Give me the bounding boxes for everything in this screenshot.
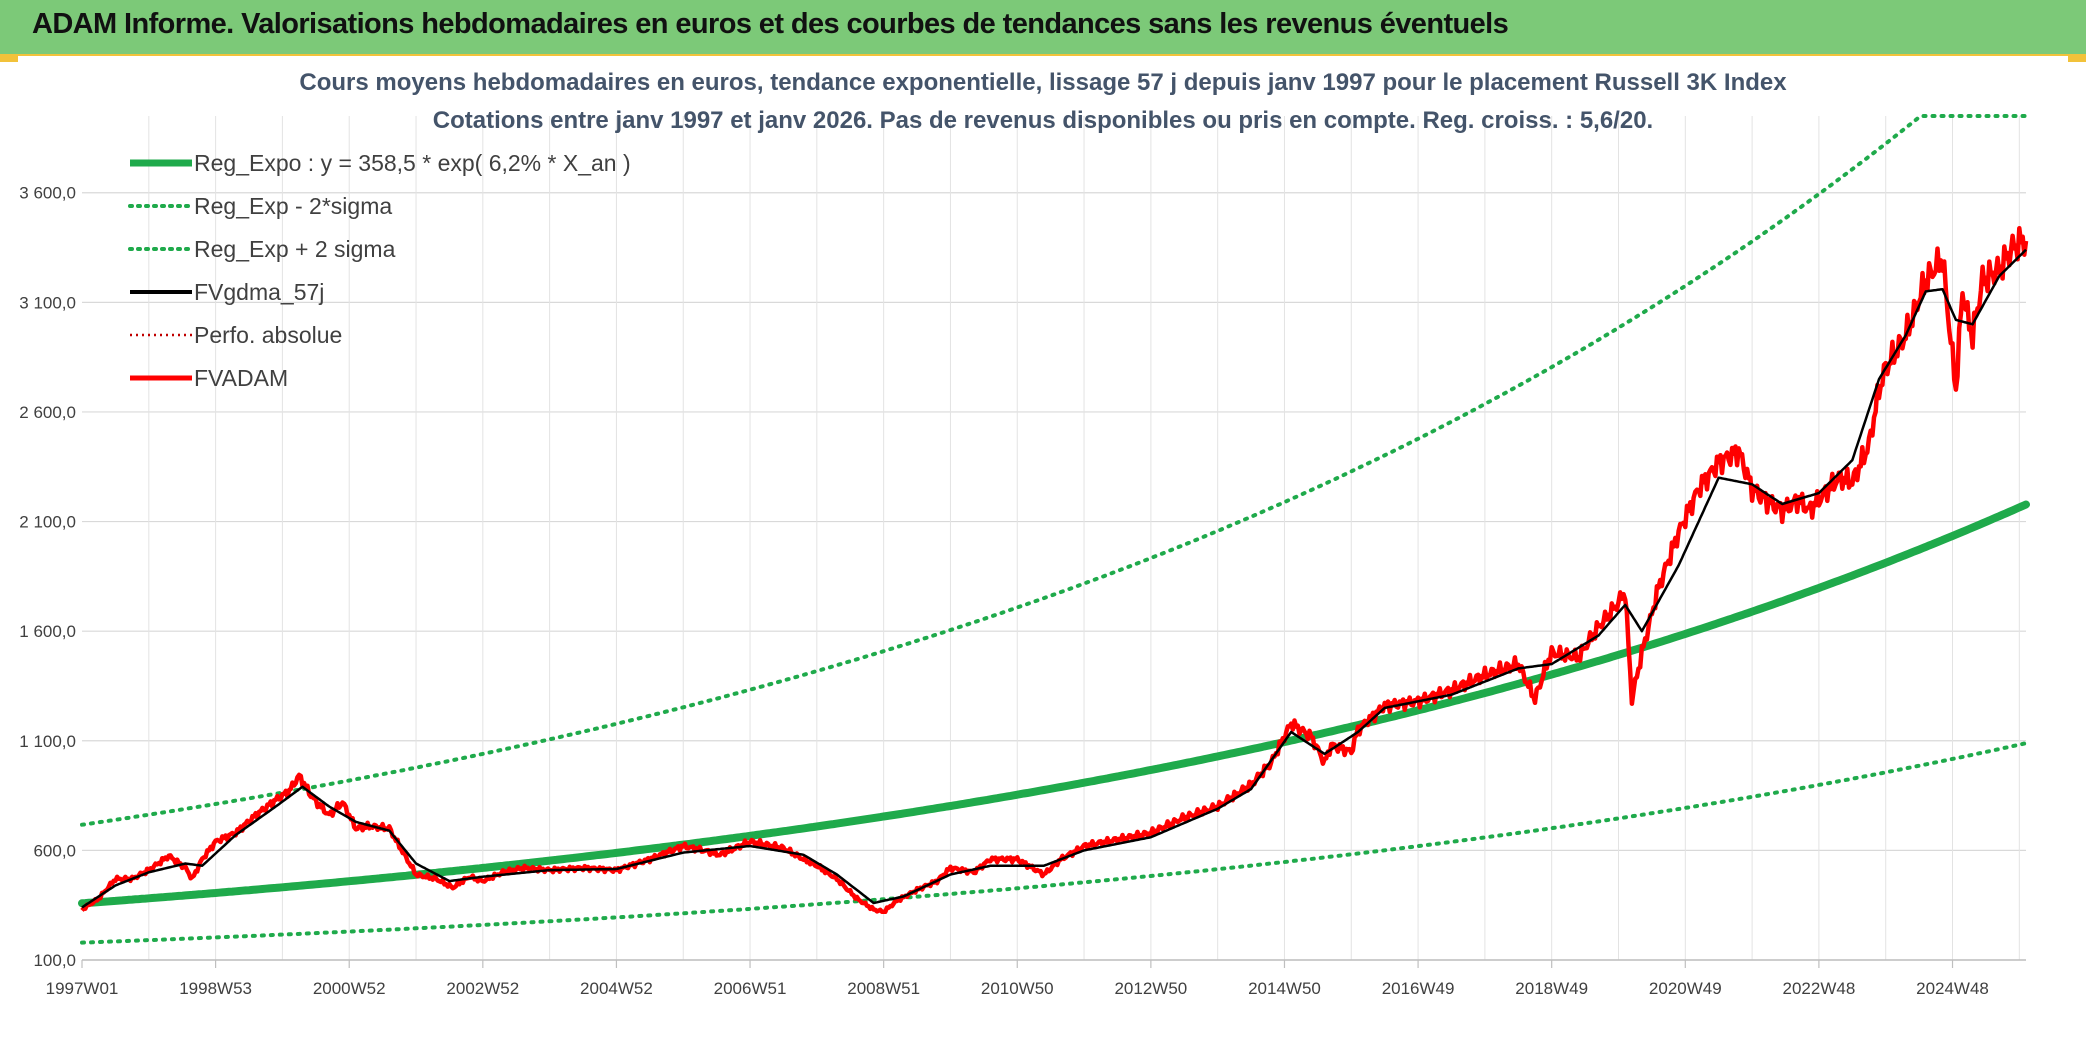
x-tick-label: 2010W50 [981, 979, 1054, 998]
x-tick-label: 2004W52 [580, 979, 653, 998]
regression-curve [78, 500, 2030, 908]
chart-title: Cours moyens hebdomadaires en euros, ten… [299, 69, 1787, 134]
header-corner-left [0, 54, 18, 62]
chart-title-line: Cotations entre janv 1997 et janv 2026. … [433, 107, 1653, 134]
x-tick-label: 2020W49 [1649, 979, 1722, 998]
regression-bands [80, 114, 2028, 945]
x-tick-label: 2008W51 [847, 979, 920, 998]
fvadam-line [80, 226, 2029, 915]
x-tick-label: 2000W52 [313, 979, 386, 998]
legend-label: Reg_Expo : y = 358,5 * exp( 6,2% * X_an … [194, 150, 631, 176]
fvgdma-57j-line [81, 248, 2027, 909]
reg-expo-line [78, 500, 2030, 908]
legend-label: Reg_Exp - 2*sigma [194, 193, 392, 219]
y-tick-label: 3 100,0 [19, 293, 76, 312]
x-tick-label: 2012W50 [1114, 979, 1187, 998]
reg-upper-band-line [80, 114, 2028, 827]
trend-chart: 100,0 600,0 1 100,0 1 600,0 2 100,0 2 600,0 3 … [19, 69, 2030, 998]
legend-label: Reg_Exp + 2 sigma [194, 236, 396, 262]
reg-lower-band-line [80, 741, 2028, 945]
x-tick-label: 2006W51 [714, 979, 787, 998]
y-tick-label: 3 600,0 [19, 184, 76, 203]
page-title: ADAM Informe. Valorisations hebdomadaire… [32, 8, 1509, 40]
x-tick-label: 2016W49 [1382, 979, 1455, 998]
legend-label: FVADAM [194, 365, 288, 391]
x-tick-label: 2018W49 [1515, 979, 1588, 998]
legend-label: FVgdma_57j [194, 279, 324, 305]
chart-title-line: Cours moyens hebdomadaires en euros, ten… [299, 69, 1787, 96]
x-tick-label: 2002W52 [446, 979, 519, 998]
x-tick-label: 1997W01 [46, 979, 119, 998]
x-tick-label: 2014W50 [1248, 979, 1321, 998]
header-bar: ADAM Informe. Valorisations hebdomadaire… [0, 0, 2086, 62]
y-tick-label: 600,0 [33, 841, 76, 860]
legend-label: Perfo. absolue [194, 322, 342, 348]
y-tick-label: 2 100,0 [19, 513, 76, 532]
y-tick-label: 2 600,0 [19, 403, 76, 422]
y-tick-label: 100,0 [33, 951, 76, 970]
x-tick-label: 1998W53 [179, 979, 252, 998]
header-corner-right [2068, 54, 2086, 62]
series-lines [80, 226, 2029, 915]
axes: 100,0 600,0 1 100,0 1 600,0 2 100,0 2 600,0 3 … [19, 184, 2026, 998]
x-tick-label: 2022W48 [1783, 979, 1856, 998]
y-tick-label: 1 100,0 [19, 732, 76, 751]
x-tick-label: 2024W48 [1916, 979, 1989, 998]
legend: Reg_Expo : y = 358,5 * exp( 6,2% * X_an … [128, 150, 631, 391]
y-tick-label: 1 600,0 [19, 622, 76, 641]
